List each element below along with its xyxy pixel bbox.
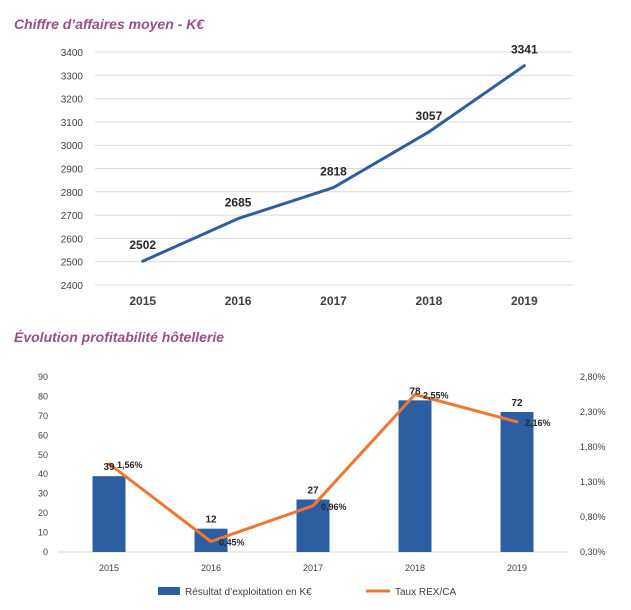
data-label: 3341 [511,43,538,57]
x-tick-label: 2015 [99,563,119,573]
data-label: 3057 [416,109,443,123]
y-right-tick-label: 0,80% [580,512,606,522]
y-tick-label: 3100 [61,118,84,129]
y-tick-label: 3400 [61,48,84,59]
rate-data-label: 0,96% [321,502,347,512]
y-left-tick-label: 40 [38,469,48,479]
chart-title-ca: Chiffre d’affaires moyen - K€ [14,16,205,32]
rate-line [107,393,519,543]
bar-data-label: 39 [103,462,115,473]
y-right-tick-label: 1,30% [580,477,606,487]
ca-line-chart: 2400 2500 2600 2700 2800 2900 3000 3100 3200 3300… [61,43,572,308]
x-tick-label: 2019 [507,563,527,573]
y-right-tick-label: 1,80% [580,442,606,452]
legend-swatch-bars [158,587,180,595]
legend-label-bars: Résultat d’exploitation en K€ [185,587,312,598]
y-tick-label: 2900 [61,165,84,176]
bar [398,400,432,552]
y-tick-label: 3000 [61,141,84,152]
x-tick-label: 2016 [225,294,252,308]
data-label: 2818 [320,165,347,179]
y-tick-label: 2400 [61,281,84,292]
y-left-tick-label: 70 [38,411,48,421]
y-tick-label: 2500 [61,258,84,269]
y-left-tick-label: 30 [38,489,48,499]
rate-data-label: 0,45% [219,538,245,548]
y-left-tick-label: 80 [38,391,48,401]
bar [500,412,534,552]
x-tick-label: 2017 [303,563,323,573]
y-tick-label: 3200 [61,95,84,106]
y-left-tick-label: 90 [38,372,48,382]
y-tick-label: 3300 [61,71,84,82]
y-tick-label: 2600 [61,234,84,245]
data-label: 2685 [225,196,252,210]
bar-data-label: 27 [307,486,319,497]
data-label: 2502 [129,238,156,252]
x-tick-label: 2017 [320,294,347,308]
series-line [141,64,526,263]
y-right-tick-label: 2,80% [580,372,606,382]
x-tick-label: 2019 [511,294,538,308]
y-left-tick-label: 0 [43,547,48,557]
x-tick-label: 2015 [129,294,156,308]
y-right-tick-label: 0,30% [580,547,606,557]
x-tick-label: 2018 [405,563,425,573]
x-tick-label: 2016 [201,563,221,573]
y-right-tick-label: 2,30% [580,407,606,417]
bar-data-label: 12 [205,515,217,526]
legend-label-line: Taux REX/CA [395,587,456,598]
bar [92,476,126,552]
y-left-tick-label: 60 [38,430,48,440]
y-left-tick-label: 20 [38,508,48,518]
y-left-tick-label: 10 [38,528,48,538]
rate-data-label: 1,56% [117,460,143,470]
y-left-tick-label: 50 [38,450,48,460]
rate-data-label: 2,55% [423,391,449,401]
bar-data-label: 78 [409,386,421,397]
y-tick-label: 2800 [61,188,84,199]
y-tick-label: 2700 [61,211,84,222]
x-tick-label: 2018 [416,294,443,308]
rate-data-label: 2,16% [525,418,551,428]
chart-title-profitability: Évolution profitabilité hôtellerie [14,329,225,345]
bar-data-label: 72 [511,398,523,409]
